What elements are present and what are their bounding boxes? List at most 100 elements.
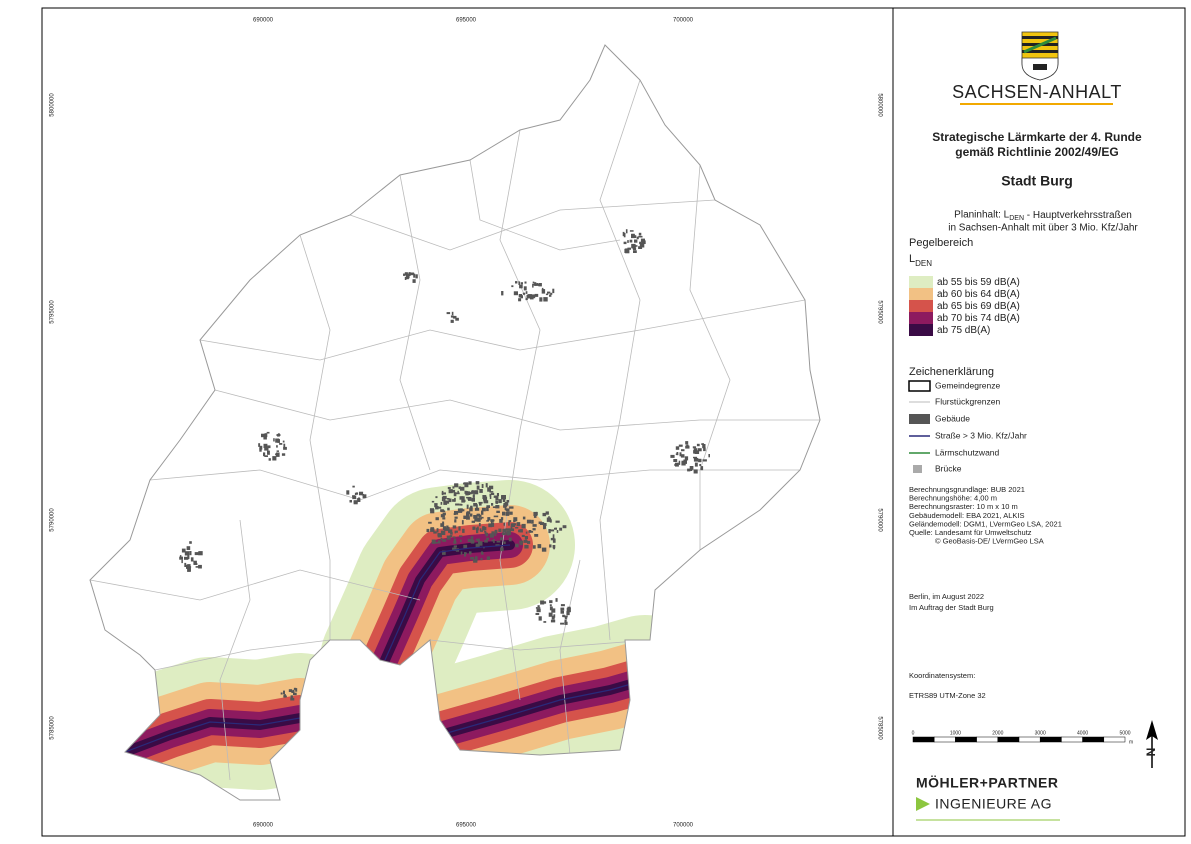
north-arrow	[1146, 720, 1158, 768]
building	[293, 692, 297, 696]
level-swatch	[909, 300, 933, 312]
scale-segment	[1018, 736, 1041, 743]
parcel-line	[499, 129, 541, 701]
building	[541, 287, 544, 291]
building	[531, 294, 536, 299]
building	[528, 295, 531, 299]
building	[552, 288, 555, 294]
building	[524, 544, 529, 549]
building	[491, 503, 494, 506]
building	[258, 443, 261, 447]
state-name: SACHSEN-ANHALT	[952, 82, 1122, 102]
building	[674, 463, 677, 466]
date-line: Berlin, im August 2022	[909, 592, 984, 601]
building	[440, 514, 445, 518]
parcel-line	[299, 234, 331, 640]
building	[503, 522, 505, 526]
building	[461, 520, 464, 525]
building	[506, 508, 510, 512]
building	[261, 433, 265, 438]
note-line: © GeoBasis-DE/ LVermGeo LSA	[935, 537, 1044, 546]
building	[465, 491, 469, 496]
symbol-building	[909, 414, 930, 424]
scale-segment	[955, 736, 977, 743]
building	[520, 282, 523, 285]
building	[273, 438, 275, 442]
building	[283, 443, 286, 448]
building	[283, 690, 285, 694]
level-label: ab 65 bis 69 dB(A)	[937, 301, 1020, 312]
map-content	[90, 79, 820, 800]
parcel-line	[599, 79, 641, 641]
building	[501, 533, 506, 535]
building	[559, 527, 563, 531]
buildings	[179, 229, 710, 701]
building	[455, 492, 460, 495]
building	[489, 533, 494, 538]
building	[527, 540, 531, 544]
building	[541, 547, 547, 552]
building	[362, 496, 366, 499]
building	[470, 536, 474, 539]
building	[625, 248, 629, 253]
building	[511, 285, 514, 288]
scale-segment	[1061, 736, 1083, 743]
building	[481, 484, 484, 488]
building	[466, 504, 469, 509]
building	[488, 523, 493, 528]
building	[451, 489, 456, 493]
building	[458, 486, 461, 489]
parcel-line	[149, 469, 800, 501]
building	[448, 529, 453, 533]
building	[533, 514, 537, 518]
building	[491, 492, 495, 495]
y-coordinate: 5800000	[50, 93, 56, 117]
building	[282, 440, 285, 443]
building	[692, 446, 697, 449]
symbol-label: Gebäude	[935, 413, 970, 423]
building	[452, 499, 456, 502]
building	[524, 536, 528, 540]
building	[560, 604, 565, 607]
building	[541, 289, 546, 294]
building	[452, 536, 456, 538]
date-line: Im Auftrag der Stadt Burg	[909, 603, 994, 612]
building	[434, 542, 439, 544]
building	[702, 444, 706, 449]
parcel-line	[349, 199, 716, 251]
building	[426, 528, 430, 533]
building	[638, 246, 643, 249]
content-suffix: - Hauptverkehrsstraßen	[1024, 210, 1132, 221]
building	[279, 443, 283, 445]
building	[459, 535, 463, 538]
building	[510, 528, 515, 532]
y-coordinate: 5800000	[876, 93, 882, 117]
building	[513, 524, 515, 527]
building	[479, 489, 483, 493]
building	[489, 491, 494, 493]
scale-label: 0	[912, 730, 915, 736]
building	[638, 235, 643, 238]
building	[453, 545, 457, 548]
building	[534, 534, 539, 537]
building	[408, 272, 411, 276]
building	[272, 456, 277, 461]
building	[496, 493, 499, 497]
building	[564, 621, 568, 625]
building	[489, 493, 492, 497]
building	[198, 564, 202, 569]
symbol-bridge	[913, 465, 922, 473]
building	[291, 690, 295, 693]
building	[702, 459, 707, 462]
building	[625, 229, 628, 234]
building	[494, 529, 498, 533]
building	[495, 500, 498, 504]
building	[708, 454, 710, 458]
symbol-label: Flurstückgrenzen	[935, 396, 1000, 406]
note-line: Berechnungsgrundlage: BUB 2021	[909, 485, 1025, 494]
building	[454, 483, 459, 488]
building	[518, 281, 521, 285]
building	[486, 506, 489, 512]
scale-segment	[1103, 736, 1126, 743]
symbol-label: Lärmschutzwand	[935, 447, 1000, 457]
